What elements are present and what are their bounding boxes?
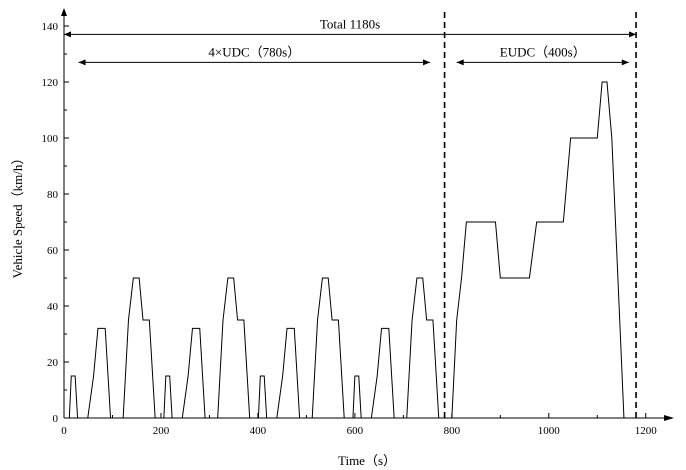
- arrow-head-left: [64, 31, 71, 38]
- x-tick-label: 800: [444, 425, 461, 437]
- x-tick-label: 1200: [635, 425, 658, 437]
- y-tick-label: 120: [42, 77, 59, 89]
- y-tick-label: 100: [42, 133, 59, 145]
- span-label: EUDC（400s）: [500, 44, 586, 59]
- x-tick-label: 600: [347, 425, 364, 437]
- arrow-head-left: [78, 59, 86, 66]
- y-axis-arrow: [61, 8, 67, 16]
- speed-series-line: [64, 81, 637, 419]
- span-label: Total 1180s: [320, 16, 380, 31]
- y-tick-label: 80: [47, 189, 59, 201]
- x-tick-label: 200: [153, 425, 170, 437]
- span-label: 4×UDC（780s）: [208, 44, 300, 59]
- annotation-layer: Total 1180s 4×UDC（780s） EUDC（400s）: [64, 12, 637, 418]
- y-tick-label: 40: [47, 301, 59, 313]
- series-layer: [64, 81, 637, 419]
- x-tick-label: 1000: [538, 425, 561, 437]
- arrow-head-right: [423, 59, 431, 66]
- x-axis-title: Time（s）: [338, 453, 396, 468]
- x-tick-label: 400: [250, 425, 267, 437]
- x-tick-label: 0: [61, 425, 67, 437]
- y-axis-title: Vehicle Speed（km/h）: [10, 152, 25, 279]
- y-tick-label: 20: [47, 357, 59, 369]
- y-tick-label: 60: [47, 245, 59, 257]
- y-tick-label: 0: [53, 413, 59, 425]
- arrow-head-right: [629, 31, 637, 38]
- arrow-head-right: [621, 59, 629, 66]
- arrow-head-left: [456, 59, 464, 66]
- y-tick-label: 140: [42, 21, 59, 33]
- x-axis-arrow: [664, 415, 674, 421]
- axes: 0 200 400 600 800 1000 1200 0 20 40 60 80 100 120 140: [42, 8, 674, 437]
